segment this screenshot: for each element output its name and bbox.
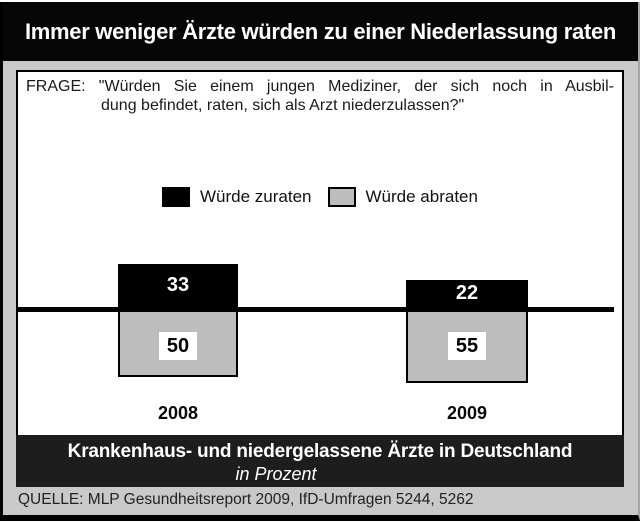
bar-2009-abraten: 55 [406,312,528,383]
chart-panel: FRAGE: "Würden Sie einem jungen Medizine… [16,70,624,487]
title-bar: Immer weniger Ärzte würden zu einer Nied… [3,2,638,61]
legend: Würde zuraten Würde abraten [18,186,622,208]
source-text: QUELLE: MLP Gesundheitsreport 2009, IfD-… [18,491,474,508]
bar-2008-zuraten: 33 [118,264,238,307]
legend-swatch-zuraten [162,187,191,207]
legend-label-abraten: Würde abraten [365,187,478,206]
legend-swatch-abraten [327,187,356,207]
year-label-2009: 2009 [446,403,488,423]
bar-value-2008-abraten: 50 [159,332,197,360]
bar-value-2008-zuraten: 33 [166,274,190,296]
legend-label-zuraten: Würde zuraten [200,187,312,206]
footer-unit: in Prozent [235,464,317,484]
footer-banner: Krankenhaus- und niedergelassene Ärzte i… [16,435,624,487]
year-label-2008: 2008 [157,403,199,423]
bar-value-2009-zuraten: 22 [455,282,479,304]
chart-baseline [18,307,614,312]
page-title: Immer weniger Ärzte würden zu einer Nied… [24,18,617,44]
question-text-start: "Würden Sie einem jungen Mediziner, der … [98,78,614,95]
survey-question: FRAGE: "Würden Sie einem jungen Medizine… [26,77,614,115]
bar-value-2009-abraten: 55 [448,332,486,360]
footer-population: Krankenhaus- und niedergelassene Ärzte i… [67,441,573,462]
question-line-1: FRAGE: "Würden Sie einem jungen Medizine… [26,77,614,96]
bar-2008-abraten: 50 [118,312,238,377]
frage-label: FRAGE: [26,78,86,95]
question-line-2: dung befindet, raten, sich als Arzt nied… [101,97,465,114]
bar-2009-zuraten: 22 [406,280,528,307]
